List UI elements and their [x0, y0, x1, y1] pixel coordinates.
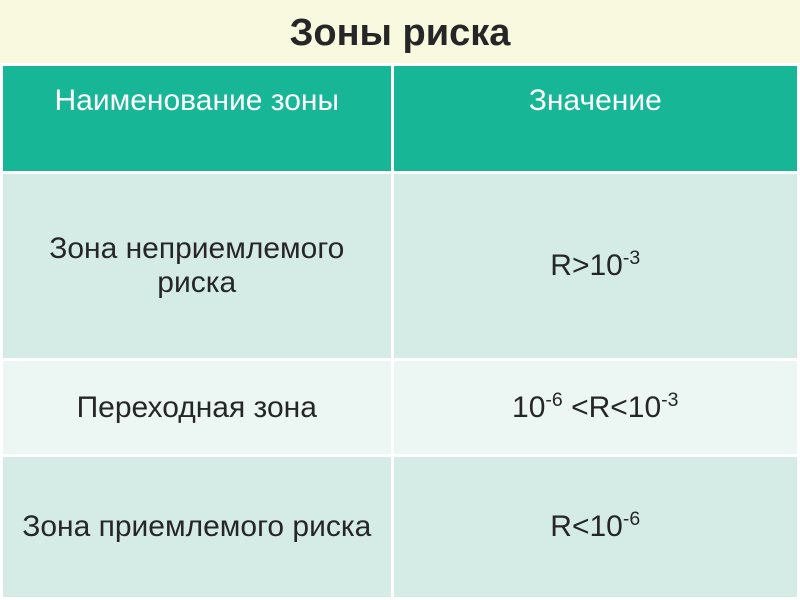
cell-zone-value: R<10-6	[392, 456, 798, 599]
value-prefix: R>10	[550, 249, 623, 282]
col-header-value: Значение	[392, 65, 798, 173]
table-body: Зона неприемлемого риска R>10-3 Переходн…	[2, 173, 799, 599]
table-row: Зона приемлемого риска R<10-6	[2, 456, 799, 599]
cell-zone-name: Зона приемлемого риска	[2, 456, 393, 599]
value-prefix: 10	[512, 391, 545, 424]
table-row: Переходная зона 10-6 <R<10-3	[2, 360, 799, 456]
value-sup: -6	[545, 389, 562, 411]
table-row: Зона неприемлемого риска R>10-3	[2, 173, 799, 360]
cell-zone-value: R>10-3	[392, 173, 798, 360]
value-sup: -6	[623, 508, 640, 530]
cell-zone-name: Переходная зона	[2, 360, 393, 456]
table-header-row: Наименование зоны Значение	[2, 65, 799, 173]
risk-zones-table: Наименование зоны Значение Зона неприемл…	[0, 63, 800, 600]
cell-zone-name: Зона неприемлемого риска	[2, 173, 393, 360]
value-sup: -3	[623, 247, 640, 269]
value-sup2: -3	[661, 389, 678, 411]
value-prefix: R<10	[550, 510, 623, 543]
value-mid: <R<10	[563, 391, 661, 424]
col-header-name: Наименование зоны	[2, 65, 393, 173]
cell-zone-value: 10-6 <R<10-3	[392, 360, 798, 456]
slide: Зоны риска Наименование зоны Значение Зо…	[0, 0, 800, 600]
slide-title: Зоны риска	[0, 0, 800, 63]
